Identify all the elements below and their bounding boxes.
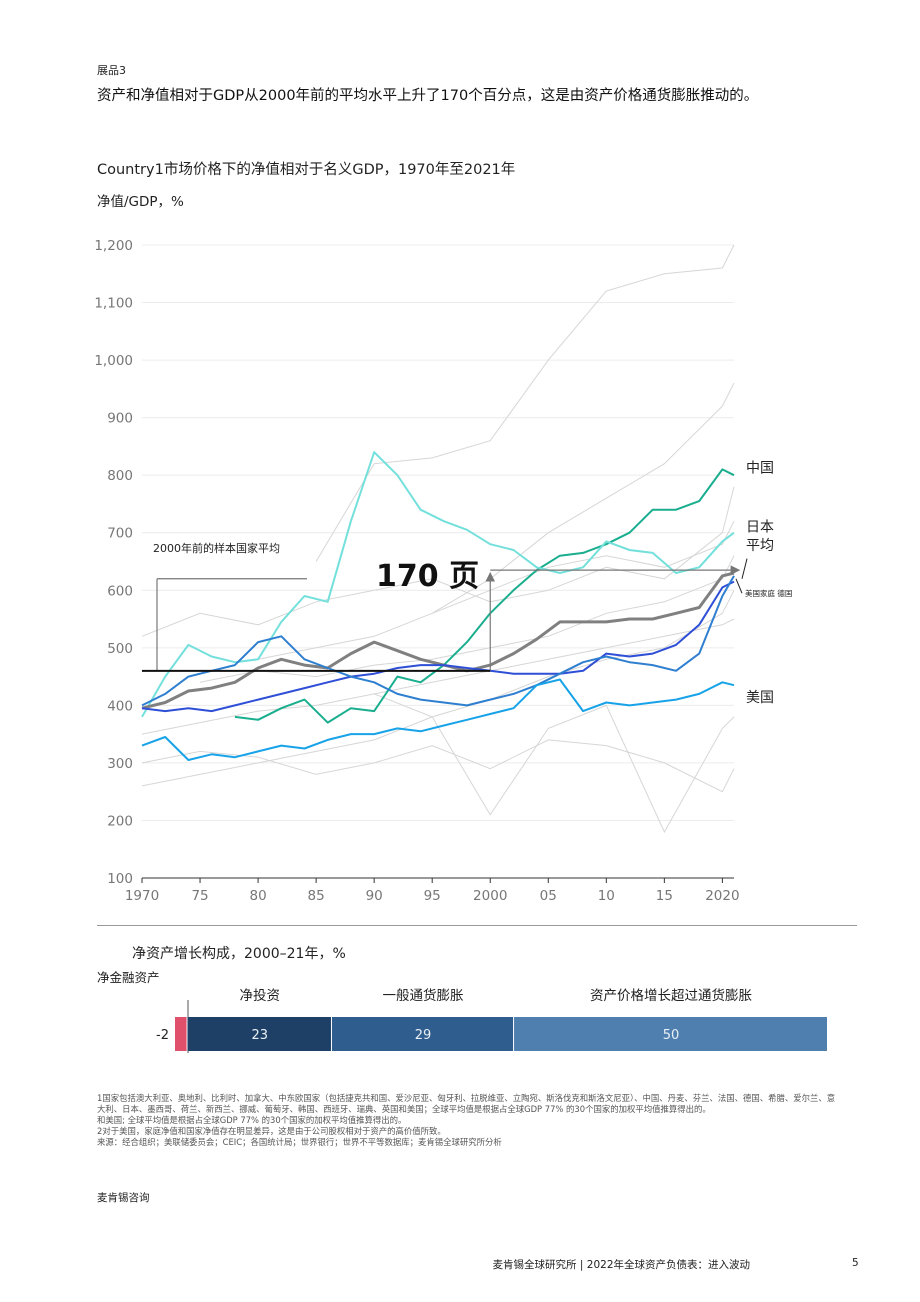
y-tick-label: 200 (107, 813, 133, 829)
footnotes: 1国家包括澳大利亚、奥地利、比利时、加拿大、中东欧国家（包括捷克共和国、爱沙尼亚… (97, 1093, 842, 1148)
footnote: 来源：经合组织；美联储委员会；CEIC；各国统计局；世界银行；世界不平等数据库；… (97, 1137, 502, 1147)
footnote: 1国家包括澳大利亚、奥地利、比利时、加拿大、中东欧国家（包括捷克共和国、爱沙尼亚… (97, 1093, 836, 1114)
series-line-us (141, 678, 735, 761)
bar-segment (187, 1017, 331, 1051)
y-tick-label: 500 (107, 641, 133, 657)
gridlines (142, 244, 734, 879)
other-country-lines (141, 244, 735, 834)
series-label-us-household-germany: 美国家庭 德国 (745, 588, 792, 598)
y-tick-label: 800 (107, 468, 133, 484)
y-tick-label: 1,200 (94, 238, 133, 254)
footer-text: 麦肯锡全球研究所 | 2022年全球资产负债表：进入波动 (492, 1259, 750, 1271)
x-tick-label: 75 (191, 888, 208, 904)
series-line-us_household (141, 580, 735, 713)
y-tick-label: 1,100 (94, 296, 133, 312)
x-tick-label: 10 (598, 888, 615, 904)
y-axis-ticks: 1,200 1,100 1,000 900 800 700 600 500 400 300 200 1… (94, 238, 133, 887)
bar-value-label: 23 (251, 1028, 268, 1043)
bar-segment (175, 1017, 187, 1051)
x-axis-ticks: 1970 75 80 85 90 95 2000 05 10 15 2020 (125, 878, 740, 904)
series-line-china (234, 468, 735, 724)
bar-chart-title: 净资产增长构成，2000–21年，% (132, 946, 346, 962)
line-chart: 1,200 1,100 1,000 900 800 700 600 500 400 300 200 1… (94, 238, 792, 904)
y-tick-label: 600 (107, 583, 133, 599)
bar-segment-label: 一般通货膨胀 (383, 987, 464, 1004)
y-tick-label: 700 (107, 526, 133, 542)
bar-segment (331, 1017, 514, 1051)
y-tick-label: 300 (107, 756, 133, 772)
increase-label: 170 页 (376, 559, 479, 594)
y-tick-label: 100 (107, 871, 133, 887)
other-country-line (141, 618, 735, 735)
pre2000-average-label: 2000年前的样本国家平均 (153, 541, 280, 555)
bar-segment-label: 净投资 (240, 988, 281, 1004)
x-tick-label: 85 (308, 888, 325, 904)
series-label-japan: 日本 (746, 520, 774, 536)
footnote: 和美国; 全球平均值是根据占全球GDP 77% 的30个国家的加权平均值推算得出… (97, 1115, 407, 1125)
headline: 资产和净值相对于GDP从2000年前的平均水平上升了170个百分点，这是由资产价… (97, 88, 759, 104)
y-tick-label: 1,000 (94, 353, 133, 369)
stacked-bar-chart: -2 23 净投资 29 一般通货膨胀 50 资产价格增长超过通货膨胀 (156, 987, 827, 1053)
brand-label: 麦肯锡咨询 (97, 1192, 150, 1204)
bar-segment (514, 1017, 827, 1051)
chart-ylabel: 净值/GDP，% (97, 194, 184, 210)
section-divider (97, 925, 857, 926)
bar-chart-sublabel: 净金融资产 (97, 970, 160, 985)
page-number: 5 (852, 1257, 859, 1269)
chart-title: Country1市场价格下的净值相对于名义GDP，1970年至2021年 (97, 162, 516, 178)
series-line-japan (141, 451, 735, 718)
bar-segment-label: 资产价格增长超过通货膨胀 (590, 987, 752, 1004)
chart-annotations: 2000年前的样本国家平均 170 页 (142, 541, 741, 672)
y-tick-label: 900 (107, 411, 133, 427)
series-label-average: 平均 (746, 538, 774, 554)
x-tick-label: 2020 (705, 888, 739, 904)
x-tick-label: 95 (424, 888, 441, 904)
bar-value-label: 29 (415, 1028, 432, 1043)
bar-value-label: -2 (156, 1028, 169, 1043)
bar-segments: -2 23 净投资 29 一般通货膨胀 50 资产价格增长超过通货膨胀 (156, 987, 827, 1053)
other-country-line (141, 590, 735, 787)
x-tick-label: 80 (249, 888, 266, 904)
series-label-china: 中国 (746, 460, 774, 476)
other-country-line (374, 693, 735, 834)
x-tick-label: 2000 (473, 888, 507, 904)
other-country-line (141, 739, 735, 793)
footnote: 2对于美国，家庭净值和国家净值存在明显差异，这是由于公司股权相对于资产的高价值所… (97, 1126, 446, 1136)
series-label-us: 美国 (746, 690, 774, 706)
us-household-leader-line (735, 578, 743, 594)
x-tick-label: 90 (366, 888, 383, 904)
other-country-line (258, 520, 735, 660)
exhibit-label: 展品3 (97, 64, 126, 77)
series-line-germany (141, 575, 735, 707)
x-tick-label: 15 (656, 888, 673, 904)
other-country-line (315, 244, 735, 562)
x-tick-label: 05 (540, 888, 557, 904)
average-leader-line (741, 558, 748, 579)
bar-value-label: 50 (663, 1028, 680, 1043)
y-tick-label: 400 (107, 698, 133, 714)
x-tick-label: 1970 (125, 888, 159, 904)
